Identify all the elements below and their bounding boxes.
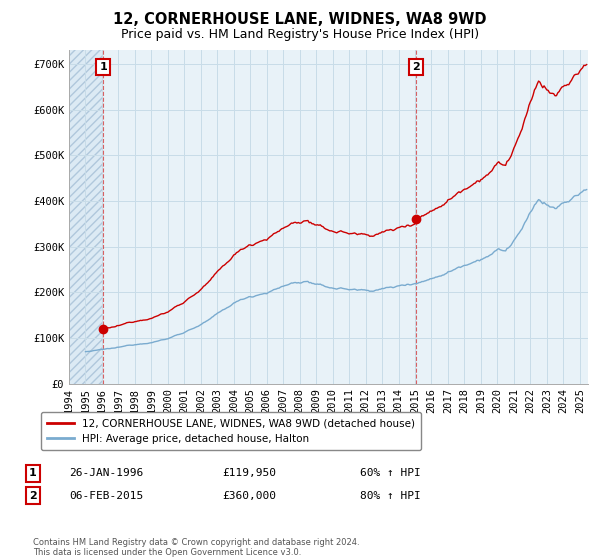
Text: £360,000: £360,000 bbox=[222, 491, 276, 501]
Text: 1: 1 bbox=[29, 468, 37, 478]
Text: 12, CORNERHOUSE LANE, WIDNES, WA8 9WD: 12, CORNERHOUSE LANE, WIDNES, WA8 9WD bbox=[113, 12, 487, 27]
Bar bbox=[69, 50, 103, 384]
Text: Price paid vs. HM Land Registry's House Price Index (HPI): Price paid vs. HM Land Registry's House … bbox=[121, 28, 479, 41]
Legend: 12, CORNERHOUSE LANE, WIDNES, WA8 9WD (detached house), HPI: Average price, deta: 12, CORNERHOUSE LANE, WIDNES, WA8 9WD (d… bbox=[41, 412, 421, 450]
Text: £119,950: £119,950 bbox=[222, 468, 276, 478]
Text: 2: 2 bbox=[412, 62, 420, 72]
Text: Contains HM Land Registry data © Crown copyright and database right 2024.
This d: Contains HM Land Registry data © Crown c… bbox=[33, 538, 359, 557]
Text: 80% ↑ HPI: 80% ↑ HPI bbox=[360, 491, 421, 501]
Text: 1: 1 bbox=[100, 62, 107, 72]
Text: 60% ↑ HPI: 60% ↑ HPI bbox=[360, 468, 421, 478]
Text: 2: 2 bbox=[29, 491, 37, 501]
Text: 06-FEB-2015: 06-FEB-2015 bbox=[69, 491, 143, 501]
Text: 26-JAN-1996: 26-JAN-1996 bbox=[69, 468, 143, 478]
